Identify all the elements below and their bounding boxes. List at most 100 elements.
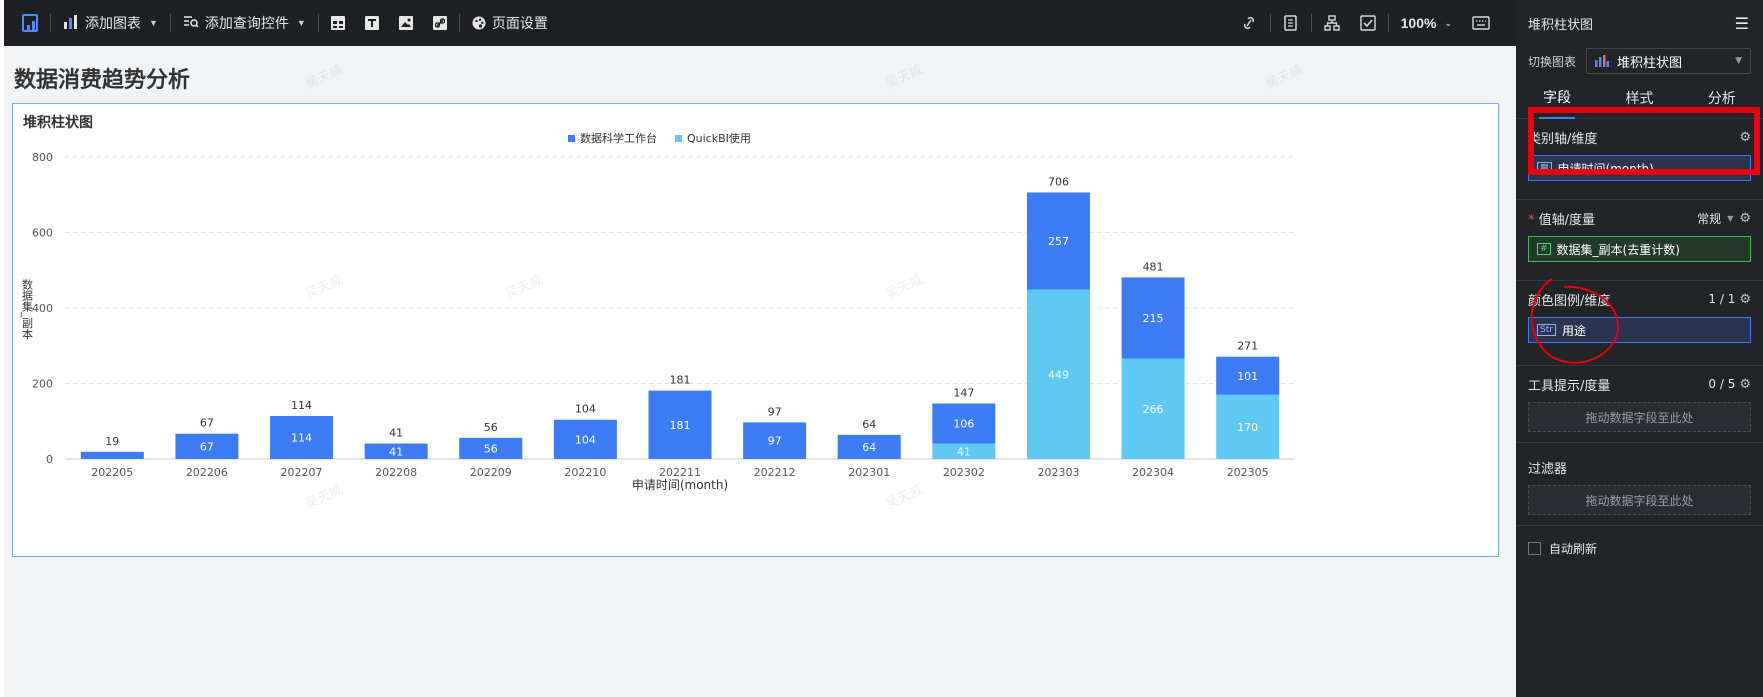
bar-segment [743, 422, 807, 459]
page-settings-button[interactable]: 页面设置 [462, 0, 558, 46]
palette-icon [472, 16, 486, 30]
dashboard-logo-icon [22, 14, 38, 32]
x-tick-label: 202210 [564, 466, 606, 479]
tooltip-controls: 0 / 5 ⚙ [1708, 377, 1751, 392]
color-legend-field-label: 用途 [1561, 323, 1586, 338]
auto-refresh-checkbox[interactable] [1528, 542, 1541, 555]
total-label: 41 [389, 427, 403, 440]
insert-image-button[interactable] [389, 0, 423, 46]
segment-label: 56 [484, 442, 498, 455]
layout-button[interactable] [1314, 0, 1350, 46]
menu-icon[interactable]: ☰ [1734, 13, 1749, 33]
bar-chart-icon [63, 15, 79, 31]
measure-icon: # [1537, 243, 1551, 255]
color-legend-label: 颜色图例/维度 [1528, 293, 1611, 309]
bar-segment [1026, 289, 1090, 459]
chart-title: 堆积柱状图 [23, 115, 93, 131]
dashboard-canvas: 数据消费趋势分析 堆积柱状图 0 200 400 600 800 数据集_副本 申请时间(m… [4, 46, 1516, 697]
bar-segment [175, 433, 239, 459]
divider [1310, 14, 1312, 32]
gear-icon[interactable]: ⚙ [1739, 129, 1751, 145]
x-tick-label: 202211 [659, 466, 701, 479]
value-axis-field[interactable]: # 数据集_副本(去重计数) [1528, 236, 1751, 262]
value-axis-mode-select[interactable]: 常规 [1697, 211, 1722, 226]
gear-icon[interactable]: ⚙ [1739, 210, 1751, 226]
total-label: 181 [670, 374, 691, 387]
x-tick-label: 202209 [470, 466, 512, 479]
add-chart-button[interactable]: 添加图表 ▼ [53, 0, 168, 46]
legend-swatch [568, 135, 575, 142]
bar-segment [1121, 358, 1185, 459]
bar-chart-icon [1595, 55, 1610, 67]
segment-label: 114 [291, 431, 312, 444]
chevron-down-icon: ⌄ [1444, 17, 1452, 28]
date-dimension-icon: ▦ [1537, 162, 1552, 174]
keyboard-button[interactable] [1462, 0, 1500, 46]
chart-type-select[interactable]: 堆积柱状图 ▼ [1586, 48, 1751, 74]
logo[interactable] [12, 0, 48, 46]
check-button[interactable] [1350, 0, 1386, 46]
value-axis-field-label: 数据集_副本(去重计数) [1556, 242, 1680, 257]
chart-card[interactable]: 堆积柱状图 0 200 400 600 800 数据集_副本 申请时间(month) 数据科学… [12, 103, 1499, 557]
color-legend-controls: 1 / 1 ⚙ [1708, 292, 1751, 307]
category-axis-section: 类别轴/维度 ⚙ ▦ 申请时间(month) [1516, 119, 1763, 200]
segment-label: 106 [953, 418, 974, 431]
divider [317, 14, 319, 32]
total-label: 19 [105, 435, 119, 448]
bar-segment [1216, 356, 1280, 395]
divider [1387, 14, 1389, 32]
checkbox-icon [1359, 15, 1376, 31]
app: 添加图表 ▼ 添加查询控件 ▼ 页面设置 [4, 0, 1763, 697]
x-axis-label: 申请时间(month) [632, 478, 728, 492]
toolbar-right: 100% ⌄ [1230, 0, 1516, 46]
page-title: 数据消费趋势分析 [14, 68, 191, 93]
chart-config-panel: 堆积柱状图 ☰ 切换图表 堆积柱状图 ▼ 字段 样式 分析 类别轴/维度 ⚙ ▦… [1516, 0, 1763, 697]
segment-label: 101 [1237, 370, 1258, 383]
tab-analysis[interactable]: 分析 [1707, 91, 1736, 107]
total-label: 56 [484, 421, 498, 434]
tooltip-dropzone[interactable]: 拖动数据字段至此处 [1528, 402, 1751, 432]
gear-icon[interactable]: ⚙ [1739, 291, 1751, 307]
value-axis-header: * 值轴/度量 常规 ▼ ⚙ [1528, 200, 1751, 236]
filter-dropzone[interactable]: 拖动数据字段至此处 [1528, 485, 1751, 515]
insert-link-button[interactable] [423, 0, 457, 46]
caret-down-icon: ▼ [149, 18, 158, 28]
y-tick-label: 800 [32, 151, 53, 164]
auto-refresh-row: 自动刷新 [1516, 526, 1763, 571]
add-query-control-button[interactable]: 添加查询控件 ▼ [173, 0, 316, 46]
total-label: 97 [768, 405, 782, 418]
auto-refresh-label: 自动刷新 [1549, 542, 1598, 556]
gear-icon[interactable]: ⚙ [1739, 376, 1751, 392]
total-label: 271 [1237, 340, 1258, 353]
y-axis-label: 数据集_副本 [21, 279, 34, 341]
tooltip-label: 工具提示/度量 [1528, 378, 1611, 394]
bar-segment [1216, 394, 1280, 459]
bar-segment [1026, 192, 1090, 290]
filter-header: 过滤器 [1528, 449, 1751, 485]
panel-tabs: 字段 样式 分析 [1516, 78, 1763, 119]
segment-label: 170 [1237, 421, 1258, 434]
page-settings-label: 页面设置 [491, 15, 548, 31]
divider [50, 14, 51, 32]
category-axis-field[interactable]: ▦ 申请时间(month) [1528, 155, 1751, 181]
segment-label: 41 [389, 445, 403, 458]
bar-segment [553, 419, 617, 459]
insert-table-button[interactable] [321, 0, 355, 46]
tab-style[interactable]: 样式 [1625, 91, 1654, 107]
panel-header: 堆积柱状图 ☰ [1516, 0, 1763, 46]
add-query-label: 添加查询控件 [204, 15, 289, 31]
link-settings-button[interactable] [1230, 0, 1268, 46]
tab-fields[interactable]: 字段 [1539, 77, 1576, 119]
legend-entry: 数据科学工作台 [580, 131, 657, 145]
document-icon [1283, 15, 1297, 31]
insert-text-button[interactable] [355, 0, 389, 46]
x-tick-label: 202206 [186, 466, 228, 479]
value-axis-label: * 值轴/度量 [1528, 209, 1595, 228]
color-legend-field[interactable]: Str 用途 [1528, 317, 1751, 343]
segment-label: 104 [575, 433, 596, 446]
segment-label: 41 [957, 445, 971, 458]
zoom-select[interactable]: 100% ⌄ [1391, 0, 1462, 46]
required-mark: * [1528, 212, 1535, 228]
report-button[interactable] [1273, 0, 1309, 46]
tooltip-header: 工具提示/度量 0 / 5 ⚙ [1528, 366, 1751, 402]
